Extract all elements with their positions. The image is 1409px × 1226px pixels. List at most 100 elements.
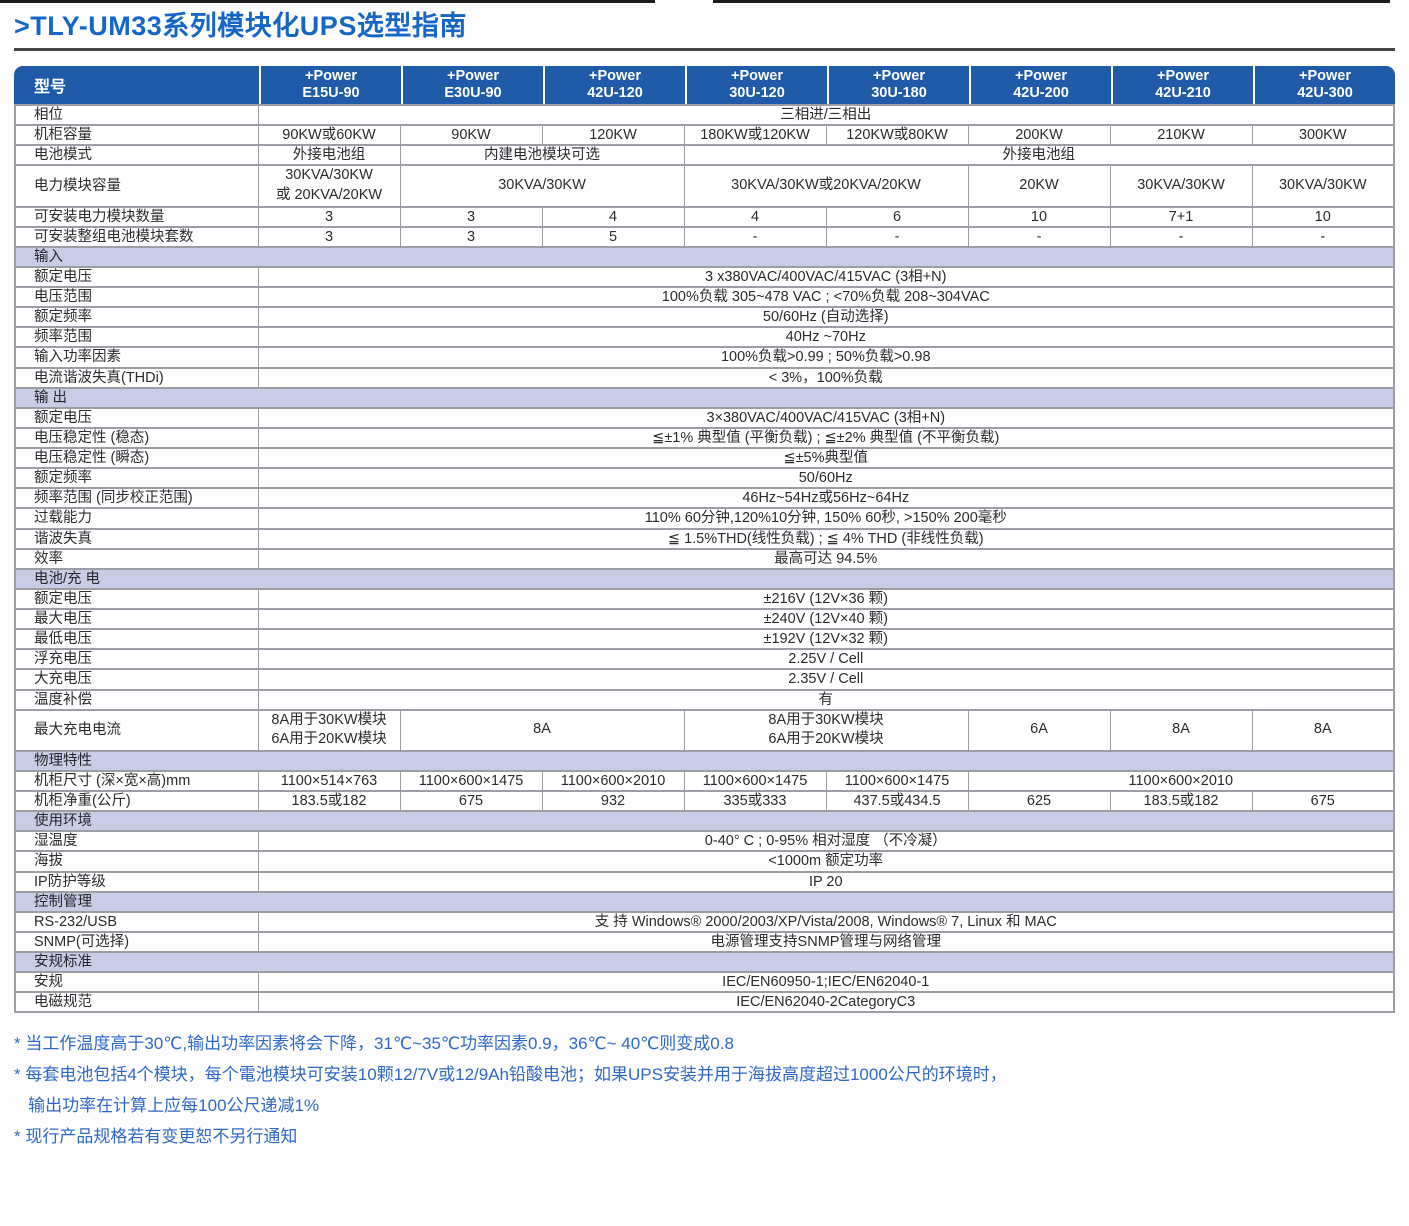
column-model: 42U-300 [1297,85,1353,101]
spec-value: 90KW [399,125,542,146]
spec-row: 电压稳定性 (瞬态) ≦±5%典型值 [15,448,1394,469]
spec-row: IP防护等级 IP 20 [15,871,1394,892]
row-label: 额定频率 [34,309,92,326]
spec-value: 10 [1251,206,1394,227]
spec-value: 46Hz~54Hz或56Hz~64Hz [257,488,1394,509]
spec-value: 4 [683,206,826,227]
row-label: 最大电压 [34,611,92,627]
spec-value: 120KW或80KW [825,125,968,146]
spec-value: 30KVA/30KW或20KVA/20KW [683,165,968,207]
column-header-42u-120: +Power 42U-120 [543,66,685,104]
spec-row: 湿温度 0-40° C ; 0-95% 相对湿度 （不冷凝） [15,831,1394,852]
spec-value: 7+1 [1109,206,1252,227]
spec-value: 300KW [1251,125,1394,146]
spec-value: 2.25V / Cell [257,649,1394,670]
spec-value: 932 [541,791,684,812]
spec-row: 海拔 <1000m 额定功率 [15,851,1394,872]
spec-row: 电磁规范 IEC/EN62040-2CategoryC3 [15,992,1394,1013]
column-header-e15u-90: +Power E15U-90 [259,66,401,104]
spec-value: 8A [399,709,684,751]
spec-value: 30KVA/30KW [399,165,684,207]
spec-value: < 3%，100%负载 [257,367,1394,388]
spec-value: 183.5或182 [257,791,400,812]
spec-value: 110% 60分钟,120%10分钟, 150% 60秒, >150% 200毫… [257,508,1394,529]
spec-value: 1100×600×1475 [683,770,826,791]
column-header-e30u-90: +Power E30U-90 [401,66,543,104]
spec-value: 1100×514×763 [257,770,400,791]
spec-value: 8A用于30KW模块 6A用于20KW模块 [683,709,968,751]
spec-row: 额定电压 3 x380VAC/400VAC/415VAC (3相+N) [15,266,1394,287]
section-row: 输入 [15,246,1394,267]
column-header-42u-200: +Power 42U-200 [969,66,1111,104]
row-label: 浮充电压 [34,651,92,668]
spec-value: 50/60Hz (自动选择) [257,307,1394,328]
section-label: 输 出 [15,387,1394,408]
row-label: 电磁规范 [34,994,92,1011]
spec-row: RS-232/USB 支 持 Windows® 2000/2003/XP/Vist… [15,911,1394,932]
section-label: 使用环境 [15,811,1394,832]
spec-value: - [1109,226,1252,247]
spec-value: 675 [1251,791,1394,812]
footnote: * 现行产品规格若有变更恕不另行通知 [14,1127,298,1147]
spec-value: 625 [967,791,1110,812]
spec-value: 外接电池组 [257,145,400,166]
row-label: 谐波失真 [34,530,92,547]
row-label: 最大充电电流 [34,722,121,739]
spec-row: 安规 IEC/EN60950-1;IEC/EN62040-1 [15,972,1394,993]
spec-value: 3 [399,206,542,227]
spec-value: 1100×600×2010 [541,770,684,791]
row-label: 温度补偿 [34,691,92,708]
row-label: 额定电压 [34,590,92,607]
row-label: 安规 [34,974,63,991]
spec-value: 3×380VAC/400VAC/415VAC (3相+N) [257,407,1394,428]
column-header-42u-300: +Power 42U-300 [1253,66,1395,104]
section-label: 电池/充 电 [15,568,1394,589]
row-label: 电压稳定性 (稳态) [34,429,150,446]
row-label: 可安装电力模块数量 [34,208,165,225]
spec-row: 可安装整组电池模块套数 3 3 5- - - - - [15,226,1394,247]
row-label: 输入功率因素 [34,349,121,366]
spec-value: 最高可达 94.5% [257,548,1394,569]
spec-value: IEC/EN60950-1;IEC/EN62040-1 [257,972,1394,993]
spec-row: 电流谐波失真(THDi) < 3%，100%负载 [15,367,1394,388]
row-label: 电流谐波失真(THDi) [34,369,164,386]
section-label: 物理特性 [15,750,1394,771]
spec-value: <1000m 额定功率 [257,851,1394,872]
row-label: 额定电压 [34,409,92,426]
spec-value: 30KVA/30KW [1251,165,1394,207]
row-label: 机柜容量 [34,127,92,144]
spec-row: 相位 三相进/三相出 [15,105,1394,126]
spec-value: ≦±5%典型值 [257,448,1394,469]
column-brand: +Power [731,68,783,84]
spec-value: ≦ 1.5%THD(线性负载) ; ≦ 4% THD (非线性负载) [257,528,1394,549]
spec-value: 0-40° C ; 0-95% 相对湿度 （不冷凝） [257,831,1394,852]
spec-value: 2.35V / Cell [257,669,1394,690]
spec-value: 4 [541,206,684,227]
section-label: 安规标准 [15,952,1394,973]
spec-value: 3 [257,206,400,227]
spec-row: 可安装电力模块数量 3 3 4 4 6 10 7+1 10 [15,206,1394,227]
column-model: 42U-200 [1013,85,1069,101]
spec-row: 电压范围 100%负载 305~478 VAC ; <70%负载 208~304V… [15,287,1394,308]
spec-value: 有 [257,689,1394,710]
spec-value: ±240V (12V×40 颗) [257,609,1394,630]
spec-value: 8A [1109,709,1252,751]
column-brand: +Power [1157,68,1209,84]
column-brand: +Power [589,68,641,84]
spec-value: 210KW [1109,125,1252,146]
spec-value: 40Hz ~70Hz [257,327,1394,348]
spec-value: 180KW或120KW [683,125,826,146]
spec-value: 6A [967,709,1110,751]
spec-value: 3 [257,226,400,247]
spec-row: 电压稳定性 (稳态) ≦±1% 典型值 (平衡负载) ; ≦±2% 典型值 (不平… [15,427,1394,448]
spec-table-zone: 型号 +Power E15U-90 +Power E30U-90 +Power 42U-1… [14,66,1395,1014]
row-label: 效率 [34,550,63,567]
spec-value: 335或333 [683,791,826,812]
section-label: 控制管理 [15,891,1394,912]
spec-row: 机柜容量 90KW或60KW 90KW 120KW 180KW或120KW 120KW或8… [15,125,1394,146]
spec-row: 额定频率 50/60Hz [15,468,1394,489]
row-label: 可安装整组电池模块套数 [34,228,194,245]
spec-value: 10 [967,206,1110,227]
spec-value: 3 x380VAC/400VAC/415VAC (3相+N) [257,266,1394,287]
